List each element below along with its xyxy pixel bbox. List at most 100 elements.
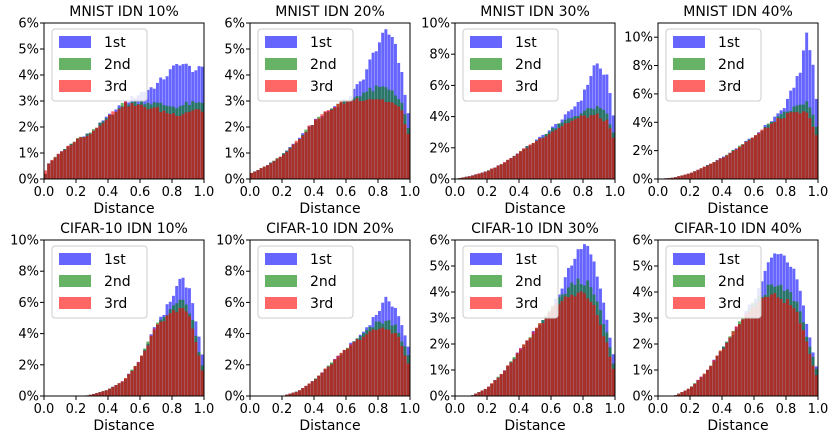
histogram-bar — [50, 159, 54, 179]
histogram-bar — [378, 328, 381, 396]
x-tick-label: 0.2 — [66, 402, 87, 417]
histogram-bar — [471, 175, 474, 179]
x-tick-label: 0.6 — [541, 402, 562, 417]
legend-swatch — [265, 36, 297, 48]
histogram-bar — [336, 103, 340, 179]
y-tick-label: 1% — [429, 364, 450, 379]
histogram-bar — [786, 298, 789, 396]
histogram-bar — [725, 342, 729, 396]
histogram-bar — [152, 328, 156, 396]
legend-label: 3rd — [515, 296, 538, 312]
x-tick-label: 0.2 — [477, 185, 498, 200]
x-tick-label: 1.0 — [194, 402, 215, 417]
legend-swatch — [59, 253, 91, 265]
histogram-bar — [509, 157, 513, 179]
histogram-bar — [522, 344, 526, 396]
x-tick-label: 1.0 — [605, 185, 626, 200]
histogram-bar — [374, 330, 378, 396]
histogram-bar — [544, 317, 548, 396]
histogram-panel-6: CIFAR-10 IDN 20% 0% 2% 4% 6% 8% 10% 0.0 0.2 0.4 0.… — [216, 221, 420, 434]
histogram-bar — [696, 379, 700, 396]
histogram-panel-8: CIFAR-10 IDN 40% 0% 1% 2% 3% 4% 5% 6% 0.0 0.2 0.4 0… — [632, 221, 828, 434]
histogram-panel-2: MNIST IDN 20% 0% 1% 2% 3% 4% 5% 6% 0.0 0.2 0.4 0.6 0… — [224, 4, 420, 217]
x-tick-label: 0.6 — [744, 185, 765, 200]
y-tick-label: 8% — [224, 265, 245, 280]
panel-title: CIFAR-10 IDN 20% — [266, 221, 394, 237]
legend-swatch — [265, 80, 297, 92]
histogram-panel-5: CIFAR-10 IDN 10% 0% 2% 4% 6% 8% 10% 0.0 0.2 0.4 0.… — [10, 221, 214, 434]
histogram-bar — [172, 113, 175, 179]
histogram-bar — [573, 119, 577, 179]
histogram-bar — [140, 104, 143, 179]
histogram-bar — [499, 373, 503, 396]
histogram-panel-1: MNIST IDN 10% 0% 1% 2% 3% 4% 5% 6% 0.0 0.2 0.4 0.6 0… — [18, 4, 214, 217]
histogram-bar — [570, 120, 574, 179]
histogram-bar — [124, 101, 127, 179]
y-tick-label: 6% — [18, 296, 39, 311]
x-tick-label: 0.4 — [304, 402, 325, 417]
histogram-bar — [595, 315, 599, 396]
legend-label: 2nd — [515, 274, 542, 290]
histogram-bar — [365, 334, 369, 396]
y-tick-label: 2% — [18, 121, 39, 136]
histogram-bar — [291, 392, 295, 396]
y-tick-label: 6% — [632, 234, 653, 249]
legend-label: 3rd — [718, 296, 741, 312]
histogram-bar — [259, 168, 263, 179]
histogram-bar — [782, 118, 786, 179]
histogram-bar — [715, 160, 719, 179]
x-tick-label: 0.2 — [66, 185, 87, 200]
histogram-panel-7: CIFAR-10 IDN 30% 0% 1% 2% 3% 4% 5% 6% 0.0 0.2 0.4 0… — [429, 221, 625, 434]
histogram-bar — [314, 379, 317, 396]
legend-label: 1st — [718, 35, 740, 51]
histogram-bar — [92, 394, 95, 396]
y-tick-label: 2% — [18, 358, 39, 373]
histogram-bar — [149, 335, 153, 396]
y-tick-label: 10% — [421, 17, 450, 32]
histogram-bar — [779, 118, 783, 179]
histogram-bar — [531, 143, 535, 179]
histogram-bar — [506, 365, 510, 396]
histogram-bar — [686, 173, 690, 179]
legend-label: 1st — [104, 252, 126, 268]
histogram-bar — [374, 99, 378, 179]
x-tick-label: 0.0 — [240, 185, 261, 200]
histogram-bar — [298, 139, 301, 179]
histogram-bar — [474, 393, 478, 396]
histogram-bar — [184, 112, 188, 179]
histogram-bar — [355, 98, 359, 179]
histogram-bar — [789, 112, 793, 179]
histogram-bar — [605, 342, 609, 396]
x-tick-label: 1.0 — [808, 185, 829, 200]
histogram-bar — [576, 118, 580, 179]
histogram-bar — [365, 99, 369, 179]
histogram-bar — [85, 135, 89, 179]
legend: 1st 2nd 3rd — [665, 28, 762, 102]
histogram-bar — [608, 128, 612, 179]
histogram-bar — [352, 100, 356, 179]
histogram-bar — [101, 123, 105, 179]
histogram-bar — [696, 169, 700, 179]
histogram-bar — [291, 144, 295, 179]
x-tick-label: 0.8 — [162, 402, 183, 417]
histogram-bar — [381, 99, 385, 179]
histogram-bar — [702, 373, 706, 396]
histogram-bar — [776, 297, 780, 396]
histogram-bar — [326, 366, 330, 396]
histogram-bar — [47, 163, 51, 179]
legend-label: 2nd — [718, 57, 745, 73]
histogram-bar — [702, 166, 706, 179]
x-tick-label: 0.2 — [680, 402, 701, 417]
panel-title: CIFAR-10 IDN 40% — [674, 221, 802, 237]
legend-label: 3rd — [718, 79, 741, 95]
histogram-bar — [95, 127, 99, 179]
x-tick-label: 0.0 — [34, 402, 55, 417]
histogram-bar — [709, 365, 713, 396]
histogram-bar — [699, 376, 703, 396]
y-tick-label: 0% — [224, 390, 245, 405]
legend-label: 3rd — [104, 79, 127, 95]
histogram-bar — [480, 390, 484, 396]
histogram-bar — [127, 373, 131, 396]
legend-label: 1st — [718, 252, 740, 268]
legend-swatch — [470, 297, 502, 309]
